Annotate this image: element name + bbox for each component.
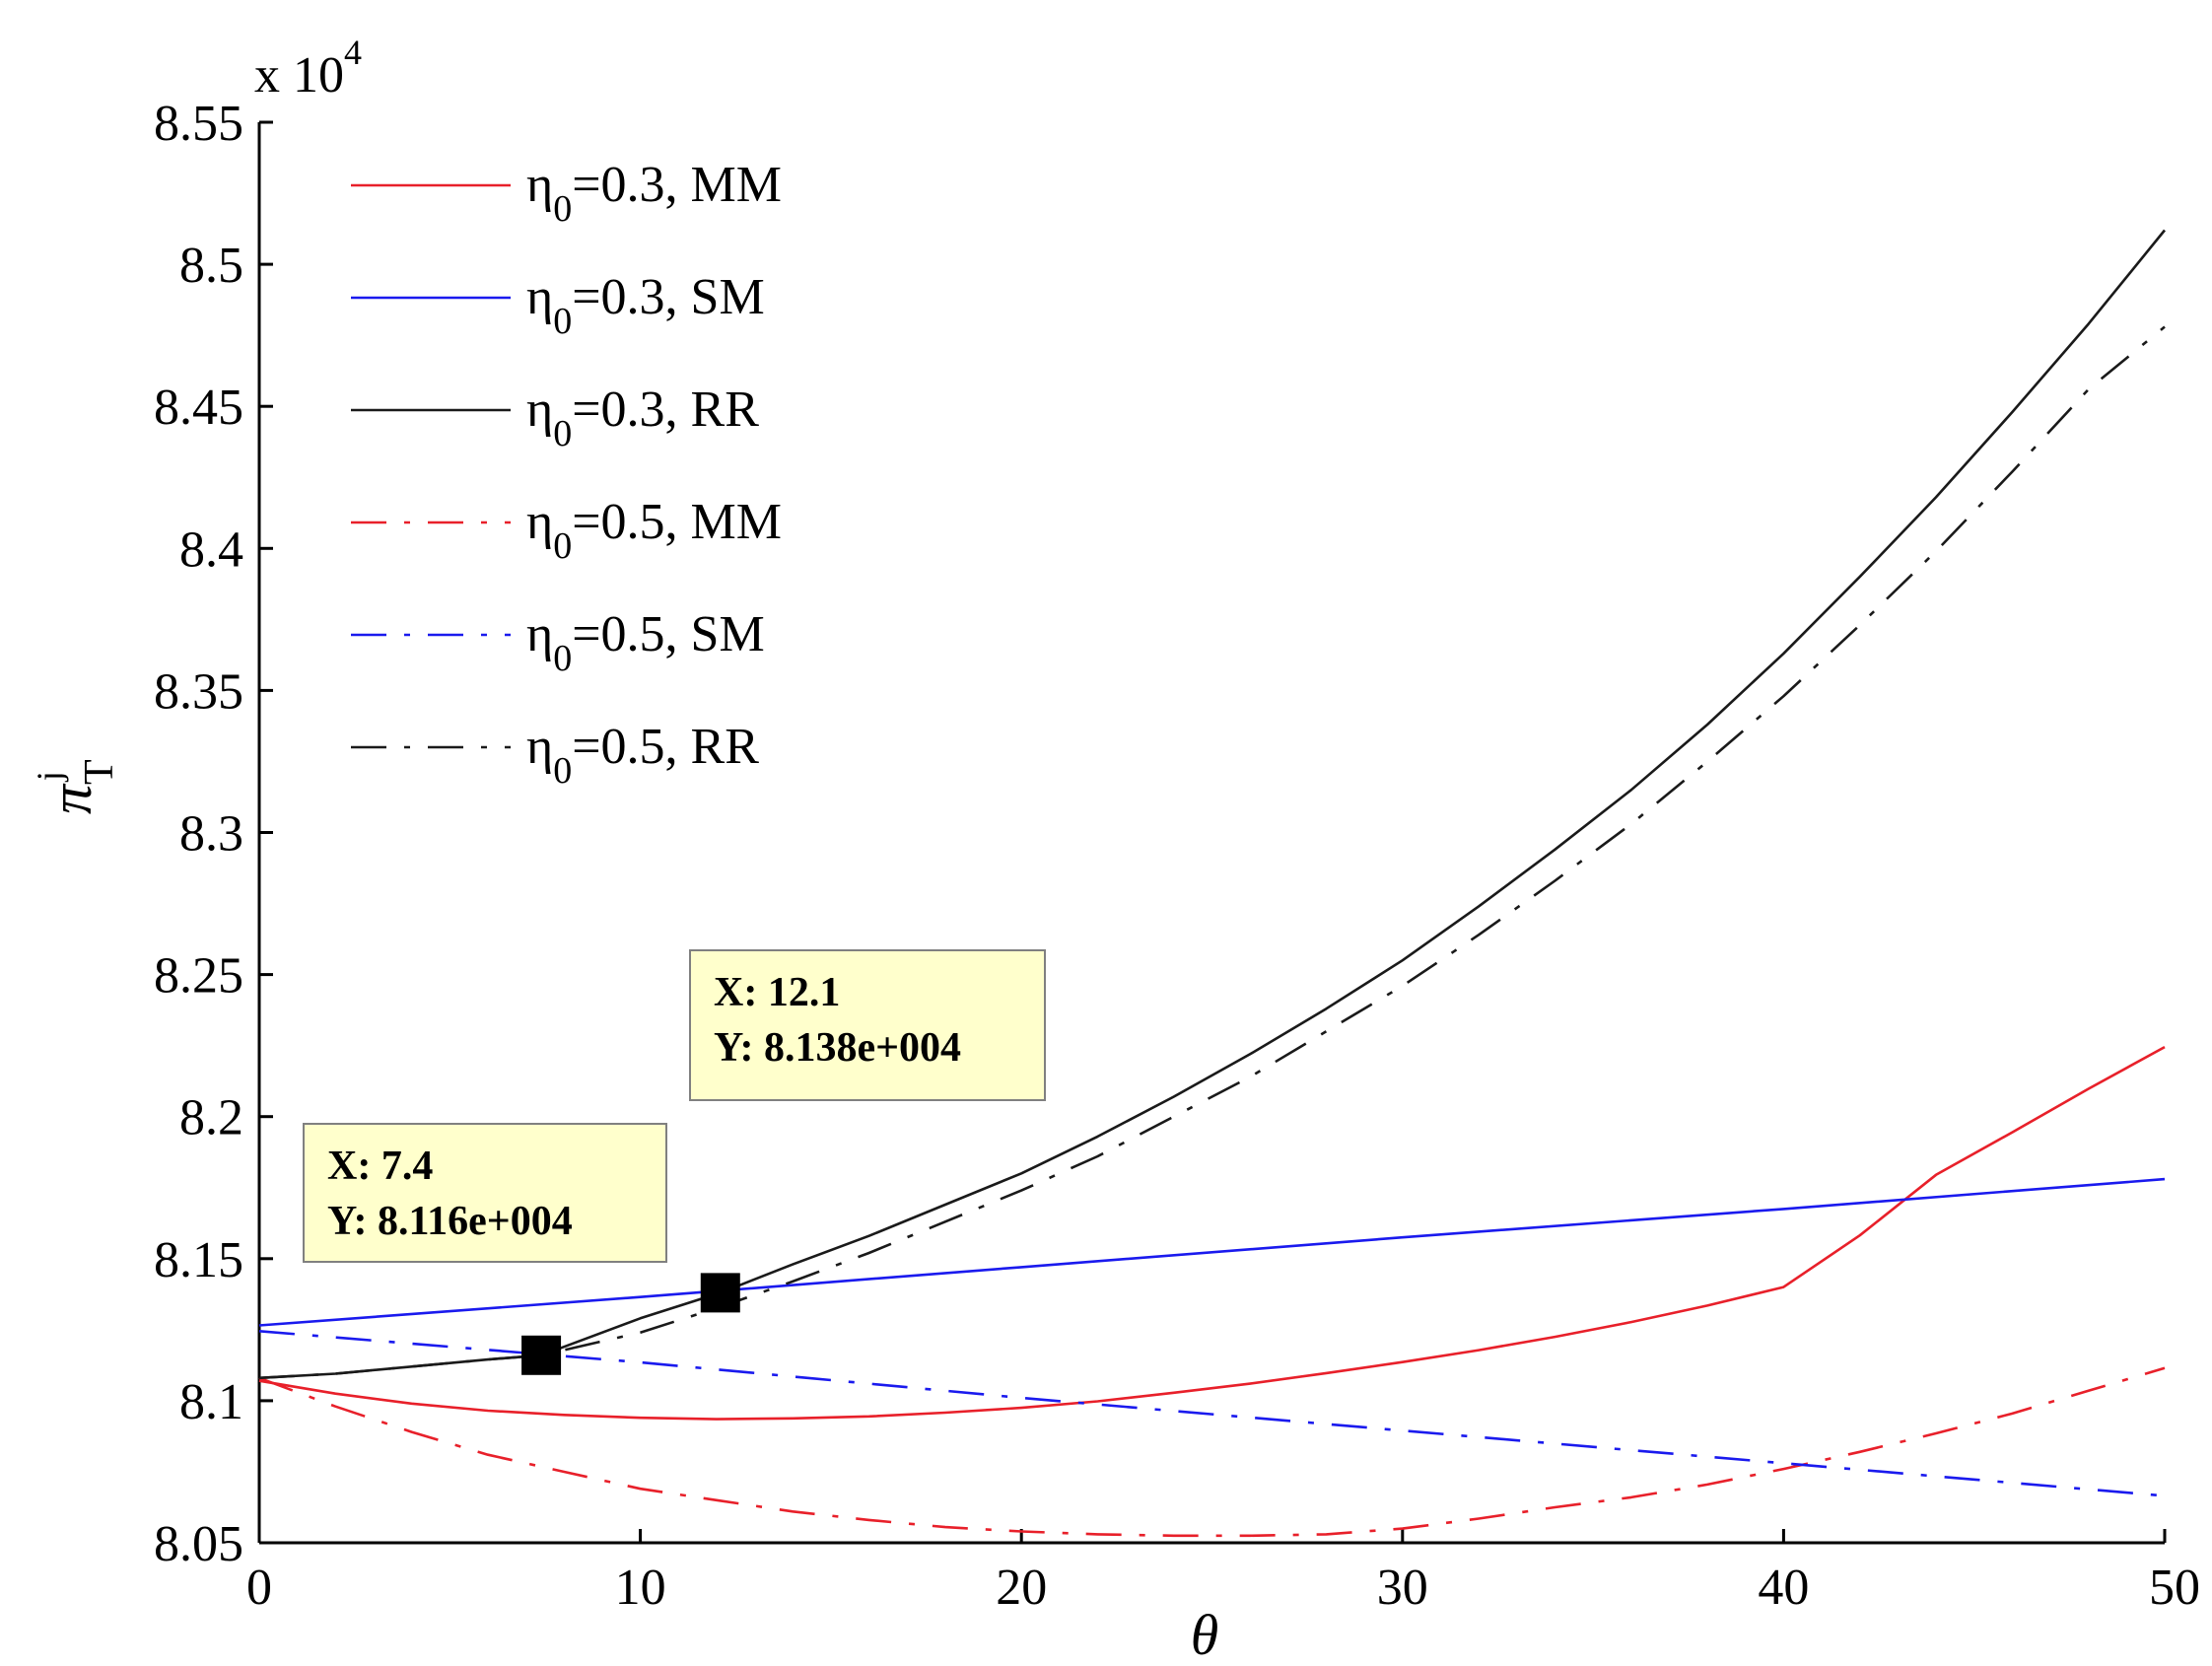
- axes: 0 10 20 30 40 50 8.05 8.1 8.15 8.2 8.25 8.3 8.35 8.4 8…: [154, 96, 2200, 1616]
- legend: η0=0.3, MM η0=0.3, SM η0=0.3, RR η0=0.5, MM…: [351, 157, 782, 792]
- y-tick-label: 8.2: [179, 1090, 243, 1146]
- series-line-1: [258, 1045, 2166, 1421]
- x-tick-label: 30: [1377, 1560, 1428, 1616]
- exponent-label: x 104: [254, 33, 362, 104]
- svg-text:πTj: πTj: [30, 759, 122, 814]
- datatip-x-text: X: 7.4: [327, 1144, 433, 1189]
- datatip-marker[interactable]: [700, 1273, 740, 1313]
- y-tick-label: 8.5: [179, 238, 243, 294]
- y-axis-label: πTj: [30, 759, 122, 814]
- legend-label-6: η0=0.5, RR: [526, 719, 759, 792]
- datatip-box: [689, 949, 1046, 1101]
- y-tick-label: 8.15: [154, 1232, 243, 1288]
- datatip-marker[interactable]: [521, 1335, 562, 1375]
- series-line-4: [258, 1366, 2166, 1538]
- legend-label-4: η0=0.5, MM: [526, 494, 782, 567]
- legend-label-3: η0=0.3, RR: [526, 382, 759, 454]
- series-line-5: [258, 1330, 2166, 1497]
- y-tick-label: 8.45: [154, 380, 243, 436]
- legend-label-5: η0=0.5, SM: [526, 606, 765, 679]
- x-tick-label: 50: [2149, 1560, 2200, 1616]
- datatip-y-text: Y: 8.116e+004: [327, 1199, 573, 1244]
- x-tick-label: 20: [996, 1560, 1047, 1616]
- x-axis-label: θ: [1191, 1603, 1219, 1666]
- series-line-2: [258, 1177, 2166, 1327]
- y-tick-label: 8.05: [154, 1516, 243, 1572]
- datatip-y-text: Y: 8.138e+004: [714, 1025, 961, 1071]
- y-tick-label: 8.55: [154, 96, 243, 152]
- y-tick-label: 8.35: [154, 663, 243, 720]
- y-tick-label: 8.3: [179, 806, 243, 863]
- datatip-box: [303, 1123, 667, 1263]
- legend-label-1: η0=0.3, MM: [526, 157, 782, 230]
- series-line-6: [258, 325, 2166, 1380]
- annotation-group: X: 7.4 Y: 8.116e+004 X: 12.1 Y: 8.138e+004: [303, 949, 1046, 1375]
- y-tick-label: 8.4: [179, 521, 243, 578]
- y-tick-label: 8.25: [154, 948, 243, 1005]
- legend-label-2: η0=0.3, SM: [526, 269, 765, 342]
- datatip-x-text: X: 12.1: [714, 970, 840, 1015]
- x-tick-label: 40: [1758, 1560, 1809, 1616]
- x-tick-label: 10: [615, 1560, 666, 1616]
- y-tick-label: 8.1: [179, 1374, 243, 1430]
- x-tick-label: 0: [246, 1560, 272, 1616]
